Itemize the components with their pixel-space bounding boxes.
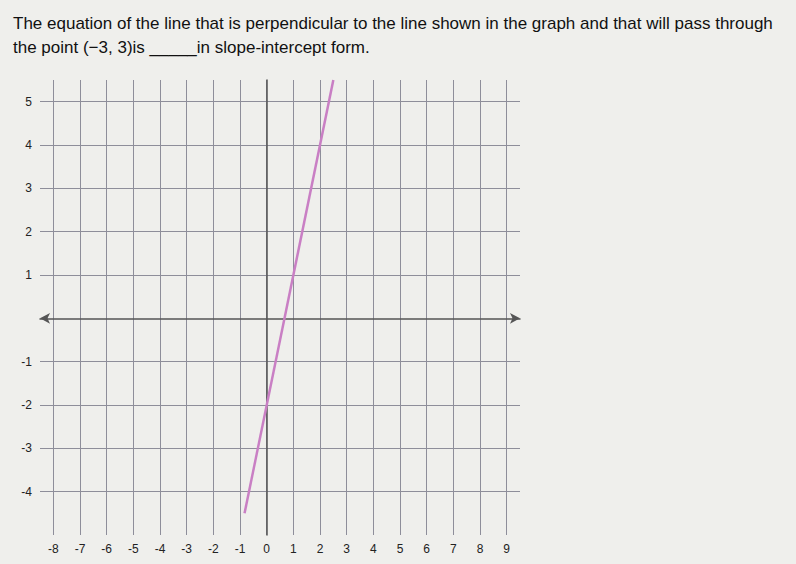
svg-text:1: 1: [290, 542, 297, 556]
svg-text:5: 5: [25, 95, 32, 109]
svg-text:the point (−3, 3)is _____in sl: the point (−3, 3)is _____in slope-interc…: [13, 38, 370, 57]
svg-text:-8: -8: [48, 542, 59, 556]
svg-text:4: 4: [370, 542, 377, 556]
svg-text:2: 2: [317, 542, 324, 556]
svg-text:-3: -3: [181, 542, 192, 556]
svg-text:-1: -1: [235, 542, 246, 556]
svg-text:-2: -2: [208, 542, 219, 556]
svg-text:-4: -4: [21, 485, 32, 499]
svg-text:2: 2: [25, 225, 32, 239]
svg-text:1: 1: [25, 268, 32, 282]
svg-text:5: 5: [397, 542, 404, 556]
svg-text:-2: -2: [21, 398, 32, 412]
svg-text:4: 4: [25, 138, 32, 152]
svg-text:0: 0: [263, 542, 270, 556]
svg-text:-3: -3: [21, 441, 32, 455]
svg-text:3: 3: [343, 542, 350, 556]
svg-text:The equation of the line that: The equation of the line that is perpend…: [13, 14, 778, 33]
svg-text:9: 9: [503, 542, 510, 556]
svg-text:6: 6: [423, 542, 430, 556]
svg-text:-7: -7: [75, 542, 86, 556]
svg-text:-5: -5: [128, 542, 139, 556]
svg-text:3: 3: [25, 181, 32, 195]
svg-text:-1: -1: [21, 355, 32, 369]
svg-text:8: 8: [477, 542, 484, 556]
svg-text:7: 7: [450, 542, 457, 556]
svg-text:-4: -4: [155, 542, 166, 556]
svg-text:-6: -6: [101, 542, 112, 556]
